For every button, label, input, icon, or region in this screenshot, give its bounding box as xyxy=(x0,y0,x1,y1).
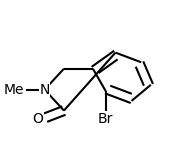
Text: N: N xyxy=(40,83,50,97)
Text: Br: Br xyxy=(98,112,113,126)
Text: Me: Me xyxy=(3,83,24,97)
Text: O: O xyxy=(32,112,43,126)
